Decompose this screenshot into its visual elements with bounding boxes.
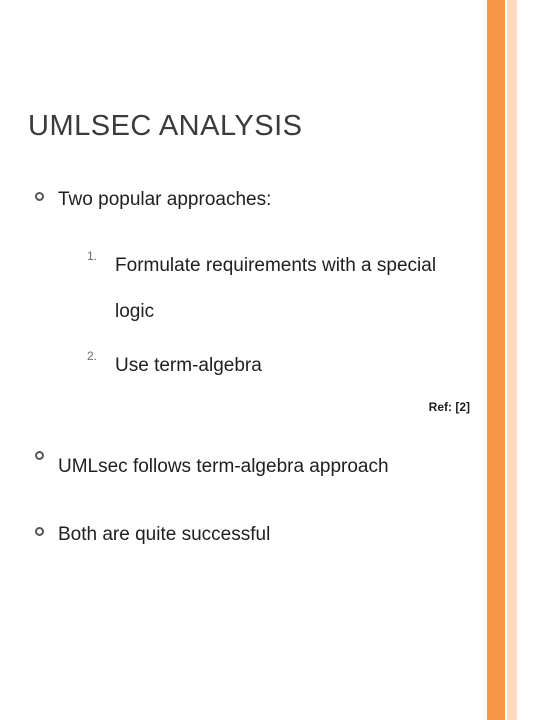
bullet-icon bbox=[35, 192, 44, 201]
num-marker: 1. bbox=[87, 249, 97, 263]
bullet-icon bbox=[35, 451, 44, 460]
num-marker: 2. bbox=[87, 349, 97, 363]
list-item: 2. Use term-algebra bbox=[87, 343, 480, 389]
accent-bar-light bbox=[507, 0, 517, 720]
bullet-icon bbox=[35, 527, 44, 536]
num-text: Use term-algebra bbox=[115, 343, 262, 389]
bullet-item: Two popular approaches: bbox=[35, 185, 480, 215]
accent-bar-dark bbox=[487, 0, 505, 720]
num-text: Formulate requirements with a special lo… bbox=[115, 243, 480, 334]
reference-label: Ref: [2] bbox=[35, 400, 470, 414]
content-area: Two popular approaches: 1. Formulate req… bbox=[35, 185, 480, 560]
bullet-text: UMLsec follows term-algebra approach bbox=[58, 444, 389, 490]
numbered-list: 1. Formulate requirements with a special… bbox=[87, 243, 480, 388]
bullet-text: Two popular approaches: bbox=[58, 185, 271, 215]
page-title: UMLSEC ANALYSIS bbox=[28, 110, 303, 143]
list-item: 1. Formulate requirements with a special… bbox=[87, 243, 480, 334]
bullet-item: Both are quite successful bbox=[35, 520, 480, 550]
bullet-text: Both are quite successful bbox=[58, 520, 270, 550]
bullet-item: UMLsec follows term-algebra approach bbox=[35, 444, 480, 490]
